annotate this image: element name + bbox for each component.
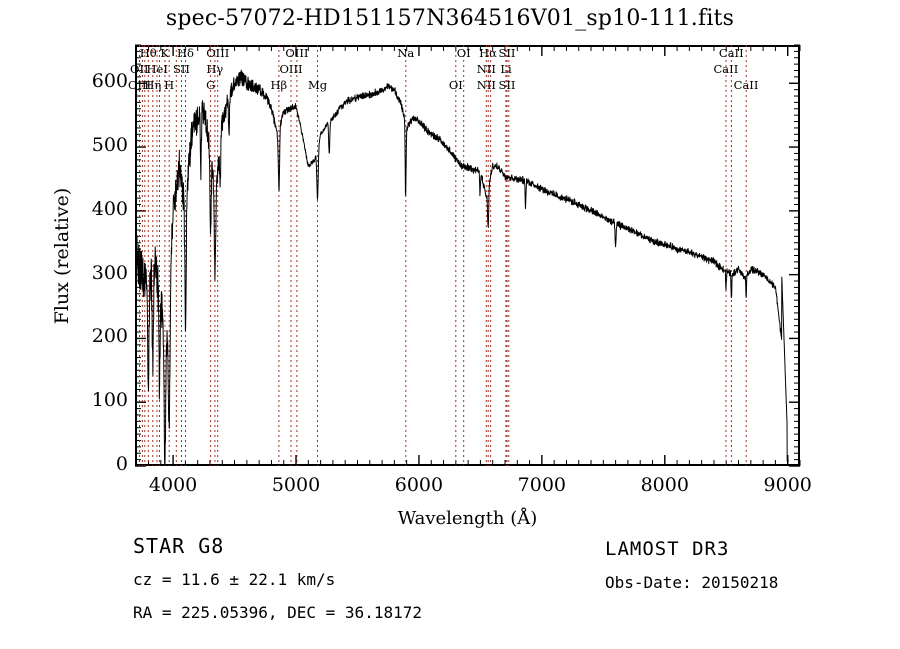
y-tick-400: 400 [91, 197, 128, 220]
line-label-OI-17: OI [448, 78, 463, 92]
y-tick-600: 600 [91, 70, 128, 93]
line-label-H-6: H [164, 78, 175, 92]
y-axis-label: Flux (relative) [51, 187, 73, 325]
x-tick-5000: 5000 [271, 474, 321, 496]
line-label-H-2: Hθ [139, 46, 157, 60]
x-tick-4000: 4000 [148, 474, 198, 496]
line-label-H-8: Hδ [177, 46, 194, 60]
survey-label: LAMOST DR3 [605, 538, 730, 560]
line-label-OI-18: OI [456, 46, 471, 60]
line-label-K-5: K [160, 46, 169, 60]
y-tick-0: 0 [115, 453, 128, 475]
line-label-G-9: G [206, 78, 216, 92]
x-tick-8000: 8000 [640, 474, 689, 496]
line-label-OIII-11: OIII [206, 46, 230, 60]
line-label-H-12: Hβ [270, 78, 288, 92]
line-label-H-21: Hα [479, 46, 497, 60]
line-label-CaII-27: CaII [733, 78, 759, 92]
line-label-SII-22: SII [498, 78, 516, 92]
object-class-label: STAR G8 [133, 534, 225, 558]
x-tick-7000: 7000 [517, 474, 567, 496]
observation-date-label: Obs-Date: 20150218 [605, 573, 779, 592]
line-label-SII-23: SII [498, 46, 516, 60]
y-tick-300: 300 [91, 261, 128, 284]
line-label-Li-24: Li [500, 62, 512, 76]
line-label-Na-16: Na [397, 46, 415, 60]
line-label-H-10: Hγ [206, 62, 224, 76]
line-label-Mg-15: Mg [308, 78, 328, 92]
x-tick-6000: 6000 [394, 474, 444, 496]
redshift-velocity-label: cz = 11.6 ± 22.1 km/s [133, 570, 336, 589]
y-tick-100: 100 [91, 389, 128, 412]
spectrum-trace [135, 69, 790, 466]
line-label-NII-19: NII [476, 78, 496, 92]
y-tick-200: 200 [91, 325, 128, 348]
x-axis-label: Wavelength (Å) [397, 508, 538, 529]
line-label-OII-1: OII [130, 62, 149, 76]
line-label-CaII-25: CaII [713, 62, 739, 76]
coordinates-label: RA = 225.05396, DEC = 36.18172 [133, 603, 422, 622]
line-label-H-3: Hη [144, 78, 162, 92]
line-label-OIII-0: OIII [128, 78, 152, 92]
line-label-OIII-14: OIII [285, 46, 309, 60]
page-title: spec-57072-HD151157N364516V01_sp10-111.f… [165, 6, 735, 31]
line-label-NII-20: NII [476, 62, 496, 76]
y-tick-500: 500 [91, 134, 128, 157]
line-label-CaII-26: CaII [718, 46, 744, 60]
line-label-HeI-4: HeI [146, 62, 168, 76]
line-label-OIII-13: OIII [279, 62, 303, 76]
line-label-SII-7: SII [172, 62, 190, 76]
x-tick-9000: 9000 [763, 474, 812, 496]
